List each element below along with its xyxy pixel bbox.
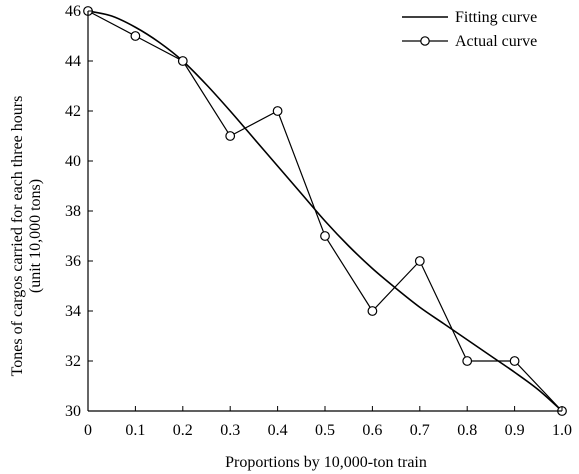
y-axis-label: Tones of cargos carried for each three h… [9, 96, 26, 377]
y-axis-unit-label: (unit 10,000 tons) [27, 179, 44, 293]
x-tick-label: 0.2 [173, 422, 193, 439]
actual-point [177, 56, 188, 66]
fitting-curve-line [87, 10, 563, 412]
actual-point [414, 256, 425, 266]
actual-point [320, 231, 330, 241]
actual-point [225, 131, 236, 141]
legend-fitting-label: Fitting curve [455, 9, 537, 26]
y-tick-label: 42 [65, 103, 81, 120]
x-tick-label: 0.1 [125, 422, 145, 439]
y-tick-label: 32 [65, 353, 81, 370]
y-tick-label: 38 [65, 203, 81, 220]
x-tick-label: 0.6 [362, 422, 382, 439]
y-tick-label: 34 [65, 303, 81, 320]
legend-item-fitting: Fitting curve [402, 9, 537, 26]
x-tick-label: 0.5 [315, 422, 335, 439]
actual-point [130, 31, 141, 41]
actual-curve-line [87, 10, 563, 412]
actual-point [272, 106, 283, 116]
axes [87, 11, 562, 412]
y-tick-label: 36 [65, 253, 81, 270]
legend: Fitting curve Actual curve [402, 9, 537, 50]
y-tick-label: 40 [65, 153, 81, 170]
x-axis-label: Proportions by 10,000-ton train [225, 454, 427, 471]
legend-actual-marker [420, 36, 430, 46]
x-tick-label: 0.7 [410, 422, 430, 439]
y-axis-ticks: 30 32 34 36 38 40 42 44 46 [65, 3, 93, 420]
x-tick-label: 0.4 [268, 422, 288, 439]
legend-actual-label: Actual curve [455, 33, 537, 50]
y-tick-label: 46 [65, 3, 81, 20]
legend-item-actual: Actual curve [402, 33, 537, 50]
y-tick-label: 44 [65, 53, 81, 70]
x-axis-ticks: 0 0.1 0.2 0.3 0.4 0.5 0.6 0.7 0.8 0.9 1.0 [84, 406, 572, 439]
x-tick-label: 0.8 [457, 422, 477, 439]
y-tick-label: 30 [65, 403, 81, 420]
x-tick-label: 0.3 [220, 422, 240, 439]
actual-point [509, 356, 520, 366]
actual-point [462, 356, 473, 366]
x-tick-label: 0.9 [505, 422, 525, 439]
actual-point [367, 306, 378, 316]
x-tick-label: 0 [84, 422, 92, 439]
x-tick-label: 1.0 [552, 422, 572, 439]
plot-lines [83, 6, 567, 416]
